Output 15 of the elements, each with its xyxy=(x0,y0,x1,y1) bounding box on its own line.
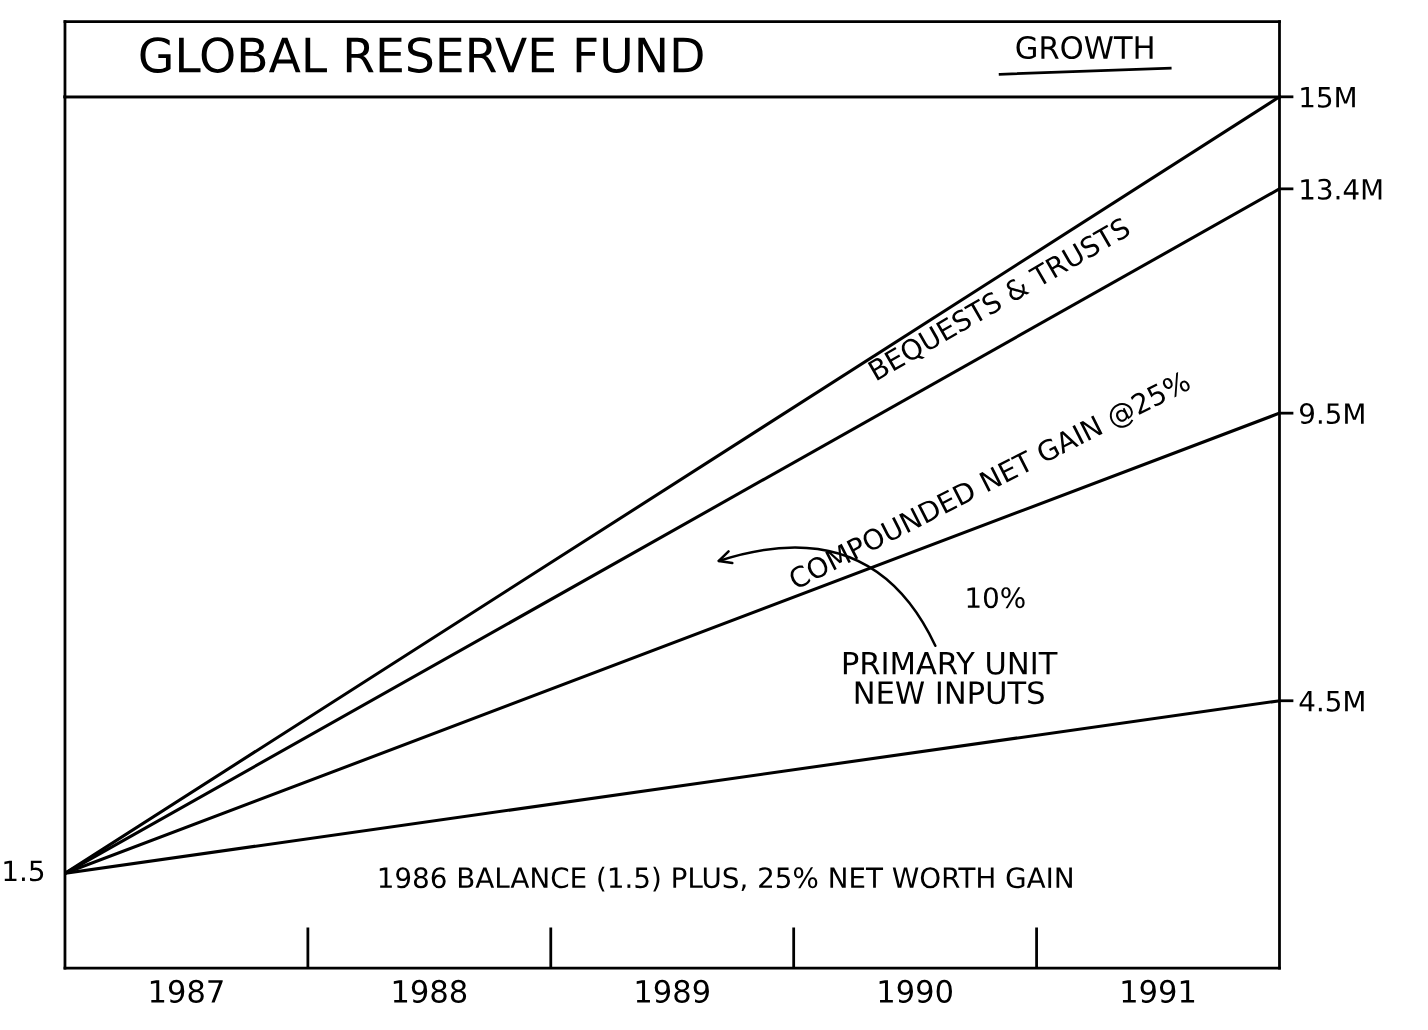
y-tick-label: 13.4M xyxy=(1301,178,1382,200)
x-tick-label: 1987 xyxy=(150,979,223,1003)
y-tick-label: 4.5M xyxy=(1299,691,1364,712)
x-tick-label: 1989 xyxy=(636,979,709,1003)
annotation: PRIMARY UNIT NEW INPUTS xyxy=(843,651,1058,705)
x-tick-label: 1991 xyxy=(1122,979,1195,1003)
x-tick-label: 1990 xyxy=(879,979,952,1003)
y-tick-label: 15M xyxy=(1301,87,1355,108)
annotation: 1.5 xyxy=(4,860,44,882)
annotation: 10% xyxy=(967,587,1025,609)
chart-title: GLOBAL RESERVE FUND xyxy=(140,37,703,73)
x-tick-label: 1988 xyxy=(393,979,467,1003)
annotation: 1986 BALANCE (1.5) PLUS, 25% NET WORTH GAIN xyxy=(379,866,1072,892)
y-tick-label: 9.5M xyxy=(1299,403,1364,425)
chart-subtitle: GROWTH xyxy=(1016,35,1153,60)
